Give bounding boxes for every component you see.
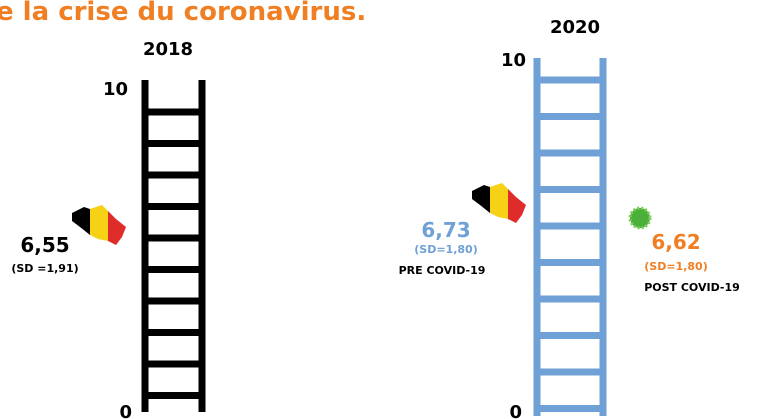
- value: 6,73: [421, 218, 470, 242]
- title: e la crise du coronavirus.: [0, 0, 366, 27]
- belgium-icon: [472, 183, 526, 223]
- ladder-2020: [533, 58, 607, 416]
- year: 2020: [550, 17, 600, 38]
- sd: (SD =1,91): [11, 262, 78, 275]
- scale-top: 10: [103, 79, 128, 100]
- sd: (SD=1,80): [414, 243, 477, 256]
- value: 6,55: [20, 233, 69, 257]
- sd: (SD=1,80): [644, 260, 707, 273]
- year: 2018: [143, 39, 193, 60]
- scale-bottom: 0: [119, 402, 132, 419]
- belgium-icon: [72, 205, 126, 245]
- virus-icon: [628, 206, 652, 230]
- scale-top: 10: [501, 50, 526, 71]
- ladder-2018: [141, 80, 206, 412]
- scale-bottom: 0: [509, 402, 522, 419]
- value: 6,62: [651, 230, 700, 254]
- label: PRE COVID-19: [399, 264, 486, 277]
- label: POST COVID-19: [644, 281, 740, 294]
